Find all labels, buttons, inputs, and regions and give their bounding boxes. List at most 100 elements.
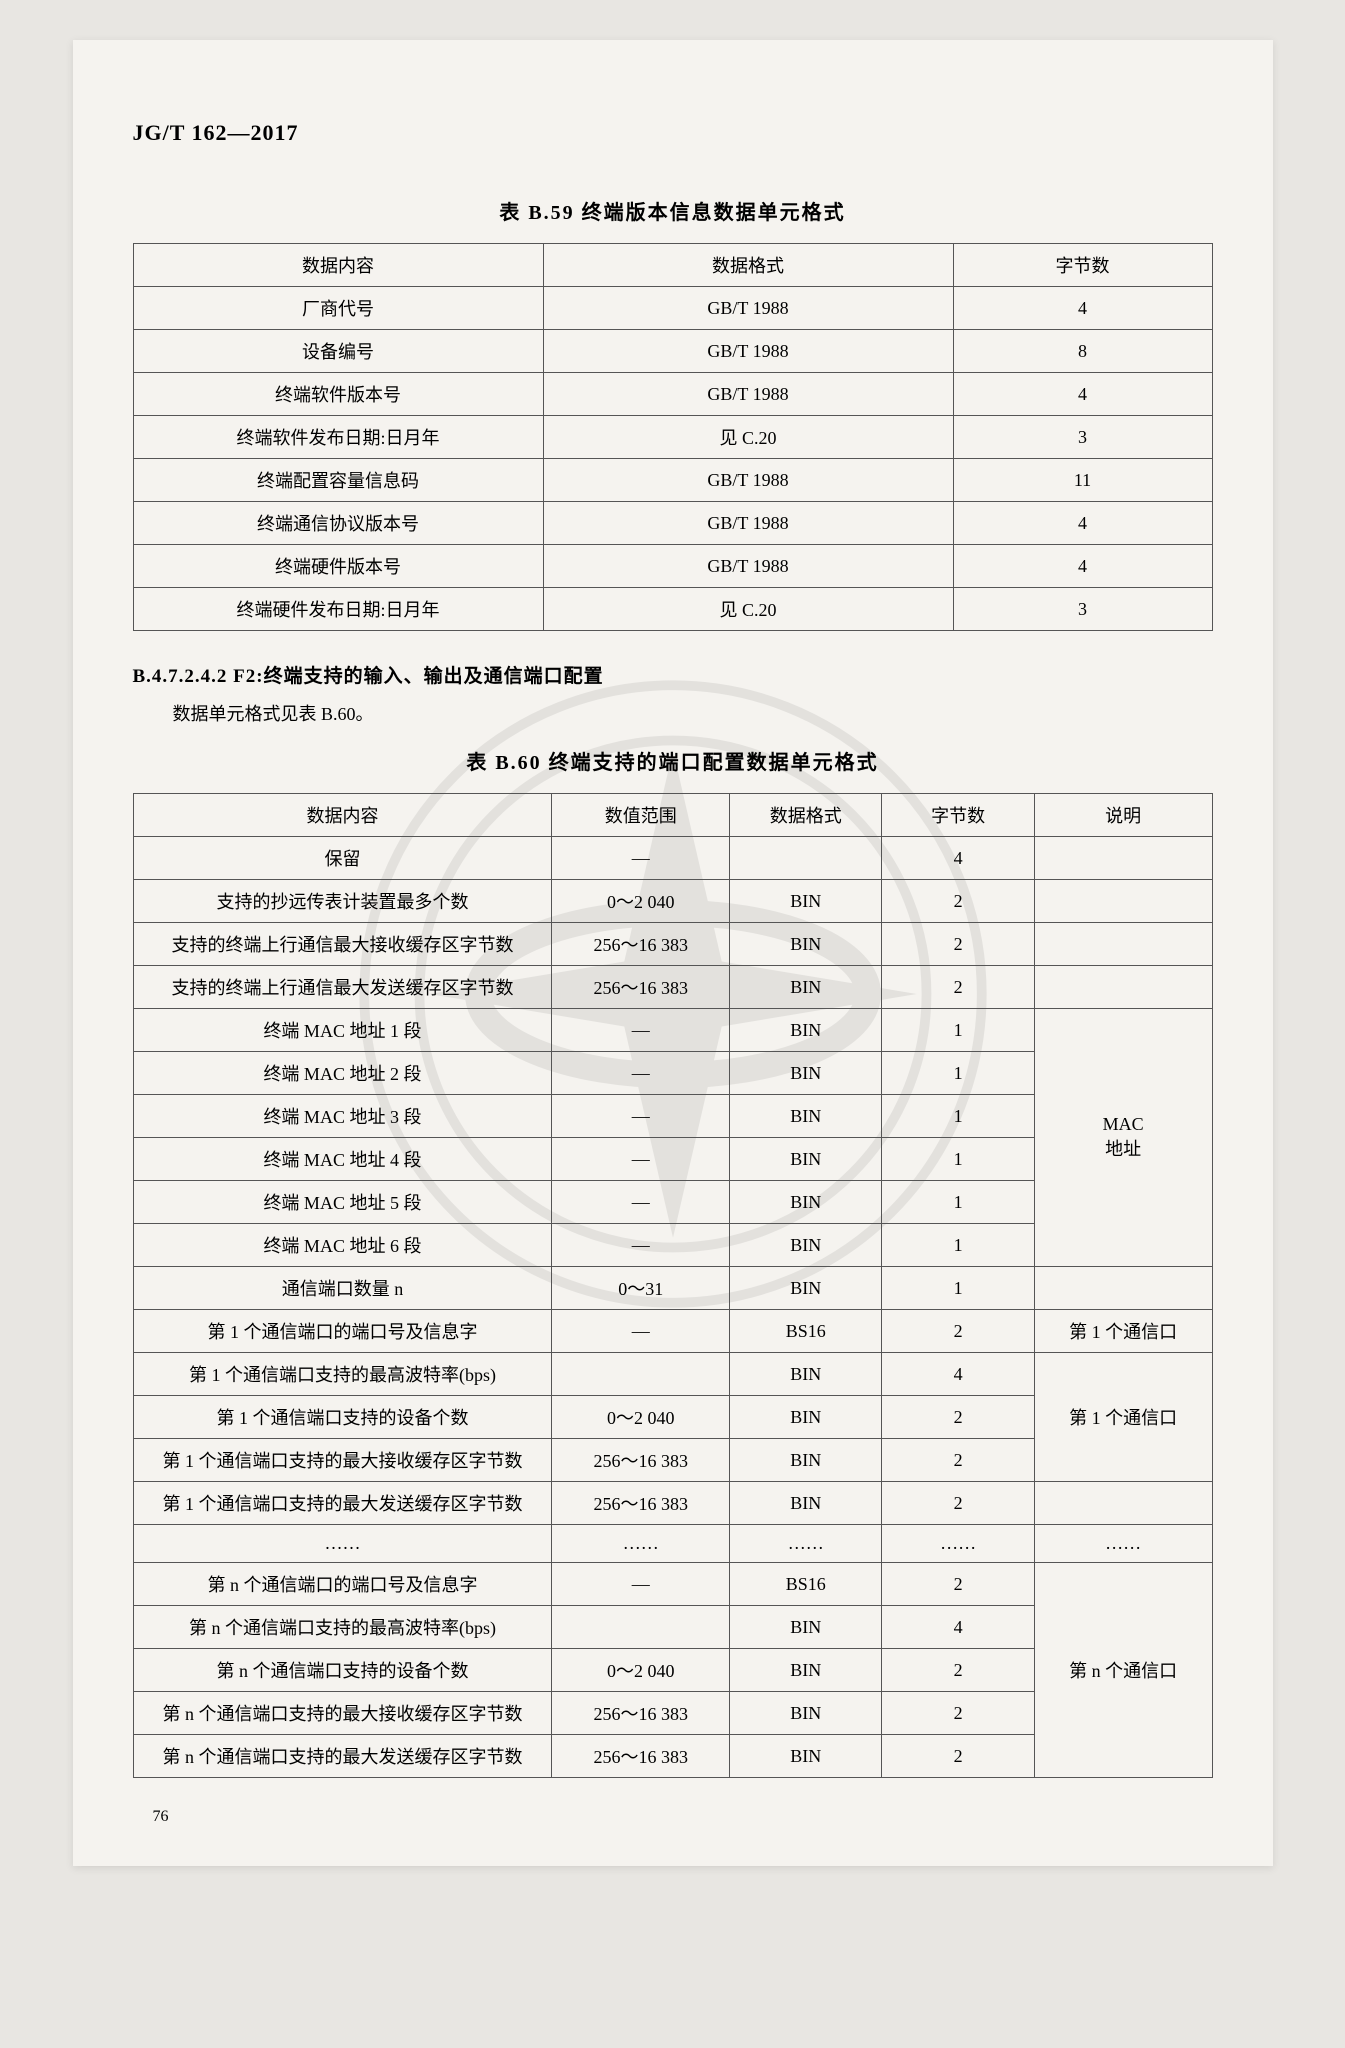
table-cell: BIN (730, 880, 882, 923)
table-cell: 2 (882, 1310, 1034, 1353)
table-cell: 第 n 个通信端口支持的最大发送缓存区字节数 (133, 1735, 552, 1778)
table-cell: 终端配置容量信息码 (133, 459, 543, 502)
table-cell: 256～16 383 (552, 923, 730, 966)
table-note-cell (1034, 923, 1212, 966)
col-header: 数据内容 (133, 244, 543, 287)
table-cell: 支持的终端上行通信最大接收缓存区字节数 (133, 923, 552, 966)
table-row: 支持的终端上行通信最大发送缓存区字节数256～16 383BIN2 (133, 966, 1212, 1009)
table-cell: 终端 MAC 地址 2 段 (133, 1052, 552, 1095)
col-header: 数据格式 (730, 794, 882, 837)
table-cell: — (552, 1310, 730, 1353)
table-row: 终端硬件版本号GB/T 19884 (133, 545, 1212, 588)
table-cell: 第 n 个通信端口的端口号及信息字 (133, 1563, 552, 1606)
table-note-cell: 第 1 个通信口 (1034, 1310, 1212, 1353)
table-row: 终端软件版本号GB/T 19884 (133, 373, 1212, 416)
table-cell: 4 (882, 837, 1034, 880)
table-cell: 2 (882, 923, 1034, 966)
table-cell: 2 (882, 1563, 1034, 1606)
table-cell: 4 (953, 287, 1212, 330)
col-header: 字节数 (953, 244, 1212, 287)
table-cell: 1 (882, 1267, 1034, 1310)
table-cell: 2 (882, 1692, 1034, 1735)
table-cell: 256～16 383 (552, 1482, 730, 1525)
table-cell: 3 (953, 416, 1212, 459)
table-cell: 2 (882, 1735, 1034, 1778)
table-cell: GB/T 1988 (543, 330, 953, 373)
table-row: 支持的抄远传表计装置最多个数0～2 040BIN2 (133, 880, 1212, 923)
table-cell: 终端 MAC 地址 1 段 (133, 1009, 552, 1052)
table-note-cell (1034, 880, 1212, 923)
table-cell: 2 (882, 880, 1034, 923)
table-row: 保留—4 (133, 837, 1212, 880)
table-row: 第 1 个通信端口支持的最大发送缓存区字节数256～16 383BIN2 (133, 1482, 1212, 1525)
table-cell: 0～31 (552, 1267, 730, 1310)
table-cell: BS16 (730, 1563, 882, 1606)
table-note-cell: 第 1 个通信口 (1034, 1353, 1212, 1482)
table-cell: 第 1 个通信端口支持的设备个数 (133, 1396, 552, 1439)
table-cell: 2 (882, 1396, 1034, 1439)
table-cell: 终端 MAC 地址 6 段 (133, 1224, 552, 1267)
table-cell: 第 n 个通信端口支持的最大接收缓存区字节数 (133, 1692, 552, 1735)
table-cell: 终端 MAC 地址 4 段 (133, 1138, 552, 1181)
table-cell: — (552, 1009, 730, 1052)
table-cell: …… (552, 1525, 730, 1563)
table-cell: 设备编号 (133, 330, 543, 373)
table-b60-title: 表 B.60 终端支持的端口配置数据单元格式 (133, 746, 1213, 775)
document-id: JG/T 162—2017 (133, 120, 1213, 146)
table-cell: 见 C.20 (543, 416, 953, 459)
table-cell: 第 1 个通信端口支持的最高波特率(bps) (133, 1353, 552, 1396)
table-cell: 第 1 个通信端口的端口号及信息字 (133, 1310, 552, 1353)
table-cell: 11 (953, 459, 1212, 502)
table-cell: 终端软件发布日期:日月年 (133, 416, 543, 459)
table-cell: 4 (953, 545, 1212, 588)
table-note-cell: 第 n 个通信口 (1034, 1563, 1212, 1778)
table-cell: — (552, 1052, 730, 1095)
table-cell: BIN (730, 1353, 882, 1396)
table-cell: 终端硬件版本号 (133, 545, 543, 588)
table-cell: BIN (730, 1095, 882, 1138)
table-cell (730, 837, 882, 880)
table-cell: BIN (730, 923, 882, 966)
table-cell: BIN (730, 1009, 882, 1052)
table-b59: 数据内容 数据格式 字节数 厂商代号GB/T 19884设备编号GB/T 198… (133, 243, 1213, 631)
table-cell: 第 1 个通信端口支持的最大接收缓存区字节数 (133, 1439, 552, 1482)
table-cell: 8 (953, 330, 1212, 373)
table-cell: BIN (730, 1396, 882, 1439)
table-cell: …… (730, 1525, 882, 1563)
table-note-cell: MAC 地址 (1034, 1009, 1212, 1267)
table-cell: BIN (730, 1482, 882, 1525)
table-cell: 第 1 个通信端口支持的最大发送缓存区字节数 (133, 1482, 552, 1525)
table-cell: 4 (882, 1353, 1034, 1396)
table-cell: BIN (730, 1692, 882, 1735)
table-cell: 0～2 040 (552, 880, 730, 923)
table-cell: GB/T 1988 (543, 502, 953, 545)
table-note-cell (1034, 966, 1212, 1009)
table-cell: 256～16 383 (552, 1735, 730, 1778)
table-cell: BIN (730, 966, 882, 1009)
table-cell: BIN (730, 1439, 882, 1482)
table-cell: 1 (882, 1095, 1034, 1138)
table-row: 终端通信协议版本号GB/T 19884 (133, 502, 1212, 545)
table-cell: — (552, 1181, 730, 1224)
table-cell (552, 1353, 730, 1396)
table-row: 终端软件发布日期:日月年见 C.203 (133, 416, 1212, 459)
table-row: 终端配置容量信息码GB/T 198811 (133, 459, 1212, 502)
table-cell: 第 n 个通信端口支持的设备个数 (133, 1649, 552, 1692)
table-note-cell (1034, 1267, 1212, 1310)
table-cell: 4 (953, 373, 1212, 416)
table-cell: …… (882, 1525, 1034, 1563)
table-cell: GB/T 1988 (543, 287, 953, 330)
table-row: 设备编号GB/T 19888 (133, 330, 1212, 373)
table-cell: …… (133, 1525, 552, 1563)
table-cell: — (552, 1224, 730, 1267)
table-cell: 256～16 383 (552, 1439, 730, 1482)
section-heading: B.4.7.2.4.2 F2:终端支持的输入、输出及通信端口配置 (133, 661, 1213, 688)
table-cell: BS16 (730, 1310, 882, 1353)
table-row: 支持的终端上行通信最大接收缓存区字节数256～16 383BIN2 (133, 923, 1212, 966)
table-cell: BIN (730, 1649, 882, 1692)
table-row: 终端 MAC 地址 1 段—BIN1MAC 地址 (133, 1009, 1212, 1052)
col-header: 数据内容 (133, 794, 552, 837)
table-cell: 3 (953, 588, 1212, 631)
table-cell: 终端软件版本号 (133, 373, 543, 416)
table-cell: GB/T 1988 (543, 545, 953, 588)
